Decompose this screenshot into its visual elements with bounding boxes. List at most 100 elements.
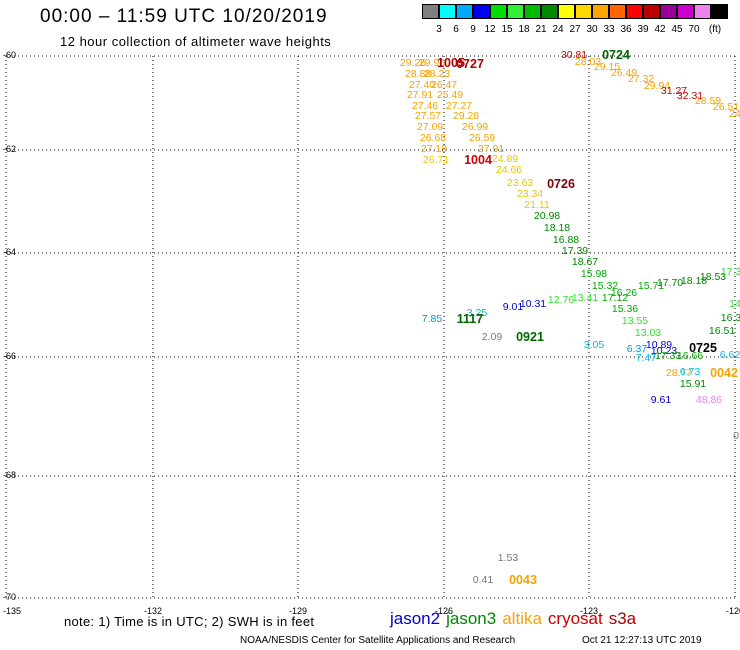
wave-height-value: 32.31 bbox=[676, 89, 704, 102]
wave-height-value: 18.18 bbox=[680, 274, 708, 287]
wave-height-value: 16.66 bbox=[676, 349, 704, 362]
wave-height-value: 6.62 bbox=[719, 348, 740, 361]
color-scale-swatch bbox=[473, 4, 490, 19]
color-scale-swatch bbox=[507, 4, 524, 19]
wave-height-value: 17.39 bbox=[561, 244, 589, 257]
wave-height-value: 16.26 bbox=[610, 286, 638, 299]
wave-height-value: 14 bbox=[729, 297, 740, 310]
wave-height-value: 9.61 bbox=[650, 393, 672, 406]
wave-height-value: 3.05 bbox=[583, 338, 605, 351]
pass-time-label: 1005 bbox=[437, 55, 465, 70]
wave-height-value: 7.85 bbox=[421, 312, 443, 325]
wave-height-value: 25.49 bbox=[436, 88, 464, 101]
wave-height-value: 13.41 bbox=[571, 291, 599, 304]
wave-height-value: 29.26 bbox=[399, 56, 427, 69]
satellite-legend-entry: altika bbox=[502, 609, 542, 628]
color-scale-label: 27 bbox=[569, 24, 581, 35]
longitude-label: -132 bbox=[143, 606, 163, 616]
satellite-legend: jason2 jason3 altika cryosat s3a bbox=[390, 609, 642, 629]
wave-height-value: 15.98 bbox=[580, 267, 608, 280]
color-scale-swatch bbox=[541, 4, 558, 19]
color-scale-swatch bbox=[422, 4, 439, 19]
color-scale-label: 39 bbox=[637, 24, 649, 35]
color-scale-label: (ft) bbox=[708, 24, 722, 35]
wave-height-value: 26.59 bbox=[468, 131, 496, 144]
wave-height-value: 23.34 bbox=[516, 187, 544, 200]
wave-height-value: 27.09 bbox=[416, 120, 444, 133]
color-scale-swatch bbox=[439, 4, 456, 19]
satellite-legend-entry: jason2 bbox=[390, 609, 441, 628]
wave-height-value: 29.96 bbox=[418, 56, 446, 69]
wave-height-value: 26.68 bbox=[419, 131, 447, 144]
wave-height-value: 26.99 bbox=[461, 120, 489, 133]
wave-height-value: 13.03 bbox=[634, 326, 662, 339]
wave-height-value: 18.18 bbox=[543, 221, 571, 234]
page-subtitle: 12 hour collection of altimeter wave hei… bbox=[60, 34, 332, 49]
color-scale-swatch bbox=[660, 4, 677, 19]
wave-height-value: 15.71 bbox=[637, 279, 665, 292]
wave-height-value: 26.51 bbox=[712, 100, 740, 113]
wave-height-value: 27.27 bbox=[445, 99, 473, 112]
color-scale-swatch bbox=[558, 4, 575, 19]
generated-timestamp: Oct 21 12:27:13 UTC 2019 bbox=[582, 635, 702, 646]
color-scale-label: 36 bbox=[620, 24, 632, 35]
pass-time-label: 1004 bbox=[464, 152, 492, 167]
wave-height-value: 13.55 bbox=[621, 314, 649, 327]
wave-height-value: 27.57 bbox=[414, 109, 442, 122]
color-scale-swatch bbox=[677, 4, 694, 19]
wave-height-value: 17.70 bbox=[656, 276, 684, 289]
satellite-legend-entry: cryosat bbox=[547, 609, 603, 628]
satellite-legend-entry: jason3 bbox=[446, 609, 497, 628]
wave-height-value: 6.37 bbox=[626, 342, 648, 355]
wave-height-value: 15.36 bbox=[611, 302, 639, 315]
wave-height-value: 2.09 bbox=[481, 330, 503, 343]
pass-time-label: 0727 bbox=[456, 56, 484, 71]
wave-height-value: 16.88 bbox=[552, 233, 580, 246]
color-scale-swatch bbox=[626, 4, 643, 19]
color-scale-label: 9 bbox=[470, 24, 476, 35]
wave-height-value: 24.89 bbox=[491, 152, 519, 165]
color-scale-swatch bbox=[575, 4, 592, 19]
credit-line: NOAA/NESDIS Center for Satellite Applica… bbox=[240, 635, 516, 646]
pass-time-label: 0921 bbox=[516, 329, 544, 344]
longitude-label: -135 bbox=[2, 606, 22, 616]
wave-height-value: 17.33 bbox=[654, 349, 682, 362]
color-scale-swatch bbox=[694, 4, 711, 19]
wave-height-value: 30.81 bbox=[560, 48, 588, 61]
wave-height-value: 27.32 bbox=[627, 72, 655, 85]
color-scale-swatch bbox=[711, 4, 728, 19]
wave-height-value: 17.12 bbox=[601, 291, 629, 304]
wave-height-value: 28.03 bbox=[574, 55, 602, 68]
wave-height-value: 31.27 bbox=[660, 84, 688, 97]
wave-height-value: 29.94 bbox=[643, 79, 671, 92]
color-scale-label: 12 bbox=[484, 24, 496, 35]
latitude-label: -70 bbox=[3, 592, 17, 602]
pass-time-label: 0725 bbox=[689, 340, 717, 355]
wave-height-value: 18.67 bbox=[571, 255, 599, 268]
color-scale-label: 3 bbox=[436, 24, 442, 35]
wave-height-value: 29.15 bbox=[593, 60, 621, 73]
wave-height-value: 27.91 bbox=[406, 88, 434, 101]
latitude-label: -66 bbox=[3, 351, 17, 361]
wave-height-value: 10.23 bbox=[650, 344, 678, 357]
color-scale-label: 6 bbox=[453, 24, 459, 35]
color-scale-label: 33 bbox=[603, 24, 615, 35]
color-scale-swatch bbox=[456, 4, 473, 19]
color-scale-swatch bbox=[524, 4, 541, 19]
longitude-label: -120 bbox=[725, 606, 740, 616]
wave-height-value: 28.59 bbox=[694, 94, 722, 107]
color-scale-label: 15 bbox=[501, 24, 513, 35]
wave-height-value: 27.19 bbox=[420, 142, 448, 155]
wave-height-value: 18.53 bbox=[699, 270, 727, 283]
pass-time-label: 0726 bbox=[547, 176, 575, 191]
wave-height-value: 6.73 bbox=[679, 365, 701, 378]
wave-height-value: 0 bbox=[733, 429, 739, 442]
wave-height-value: 15.32 bbox=[591, 279, 619, 292]
wave-height-value: 21.11 bbox=[524, 198, 550, 211]
color-scale-label: 70 bbox=[688, 24, 700, 35]
wave-height-value: 26.71 bbox=[422, 153, 450, 166]
wave-height-value: 28.23 bbox=[423, 67, 451, 80]
wave-height-value: 16.3 bbox=[720, 311, 740, 324]
